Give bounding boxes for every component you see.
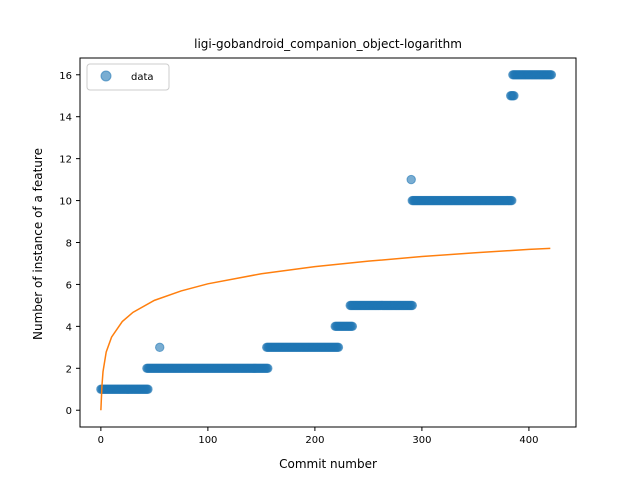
data-point [507, 195, 517, 206]
chart-title: ligi-gobandroid_companion_object-logarit… [194, 37, 462, 51]
data-point [509, 91, 519, 101]
y-tick-label: 6 [66, 280, 72, 291]
y-tick-label: 12 [59, 155, 72, 166]
data-point [406, 174, 416, 185]
y-tick-label: 4 [66, 322, 72, 333]
x-tick-label: 0 [98, 435, 104, 446]
data-point [333, 342, 344, 353]
data-point [347, 321, 358, 332]
fit-line [100, 247, 551, 411]
data-point [546, 70, 557, 80]
data-point [143, 384, 153, 394]
data-point [407, 300, 417, 311]
y-axis: 0 2 4 6 8 10 12 14 16 [59, 71, 80, 417]
legend: data [86, 63, 170, 91]
x-tick-label: 300 [412, 435, 431, 446]
legend-label-data: data [131, 72, 154, 83]
data-point [155, 342, 165, 353]
y-tick-label: 2 [66, 364, 72, 375]
y-tick-label: 10 [59, 197, 72, 208]
plot-area [79, 57, 577, 428]
legend-box [86, 63, 170, 91]
x-axis-label: Commit number [279, 457, 377, 471]
legend-marker-data [100, 70, 112, 82]
y-axis-label: Number of instance of a feature [31, 148, 45, 340]
y-tick-label: 14 [59, 113, 72, 124]
y-tick-label: 16 [59, 71, 72, 82]
y-tick-label: 0 [66, 406, 72, 417]
data-point [263, 363, 273, 373]
x-tick-label: 400 [519, 435, 538, 446]
x-tick-label: 100 [198, 435, 217, 446]
y-tick-label: 8 [66, 239, 72, 250]
x-axis: 0 100 200 300 400 [98, 427, 538, 446]
x-tick-label: 200 [305, 435, 324, 446]
